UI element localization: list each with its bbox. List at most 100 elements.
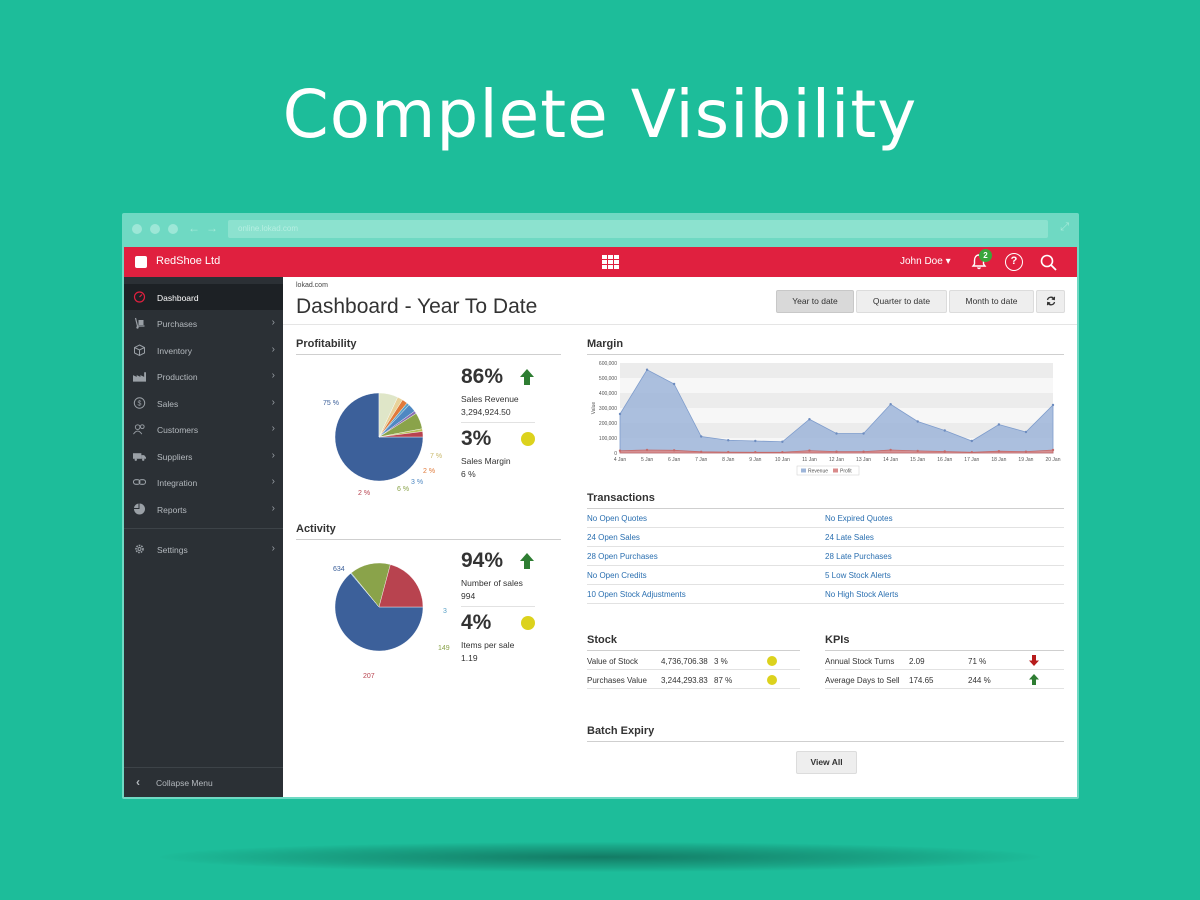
transaction-link[interactable]: 28 Open Purchases — [587, 552, 658, 561]
data-point[interactable] — [970, 439, 974, 443]
y-tick-label: 300,000 — [599, 406, 617, 412]
transaction-link[interactable]: No Open Quotes — [587, 514, 648, 523]
chevron-right-icon: › — [271, 503, 275, 514]
sidebar-item-settings[interactable]: Settings › — [124, 536, 283, 562]
transaction-row: 28 Late Purchases — [825, 547, 1064, 566]
x-tick-label: 11 Jan — [802, 457, 817, 463]
data-point[interactable] — [862, 432, 865, 435]
apps-grid-icon[interactable] — [602, 255, 619, 269]
view-all-button[interactable]: View All — [796, 751, 857, 774]
window-maximize-dot[interactable] — [168, 224, 178, 234]
brand-name[interactable]: RedShoe Ltd — [156, 255, 221, 267]
profitability-pie-slice[interactable] — [378, 431, 424, 438]
sidebar-item-reports[interactable]: Reports › — [124, 496, 283, 522]
y-tick-label: 600,000 — [599, 361, 617, 367]
data-point[interactable] — [1051, 403, 1055, 407]
sidebar-item-sales[interactable]: $ Sales › — [124, 390, 283, 416]
y-tick-label: 100,000 — [599, 436, 617, 442]
profitability-pie-chart[interactable]: 75 %7 %2 %3 %6 %2 % — [303, 361, 453, 501]
transaction-link[interactable]: 24 Open Sales — [587, 533, 640, 542]
activity-pie-label: 3 — [443, 608, 447, 615]
month-to-date-button[interactable]: Month to date — [949, 290, 1034, 313]
transaction-link[interactable]: 24 Late Sales — [825, 533, 874, 542]
year-to-date-button[interactable]: Year to date — [776, 290, 854, 313]
data-point[interactable] — [618, 449, 622, 452]
data-point[interactable] — [970, 451, 974, 454]
transaction-link[interactable]: 10 Open Stock Adjustments — [587, 590, 686, 599]
sidebar-divider — [124, 528, 283, 529]
data-point[interactable] — [699, 450, 703, 453]
window-close-dot[interactable] — [132, 224, 142, 234]
forward-arrow-icon[interactable]: → — [206, 221, 218, 235]
data-point[interactable] — [889, 448, 892, 452]
data-point[interactable] — [754, 439, 757, 443]
data-point[interactable] — [727, 439, 730, 442]
margin-title: Margin — [587, 338, 1064, 355]
kpi-value: 174.65 — [909, 676, 934, 685]
status-dot-icon — [521, 616, 535, 630]
activity-pie-slice[interactable] — [334, 573, 424, 652]
refresh-button[interactable] — [1036, 290, 1065, 313]
back-arrow-icon[interactable]: ← — [188, 221, 200, 235]
breadcrumb[interactable]: lokad.com — [296, 282, 328, 289]
data-point[interactable] — [889, 403, 892, 406]
help-icon[interactable]: ? — [1005, 253, 1023, 271]
sidebar-item-dashboard[interactable]: Dashboard — [124, 284, 283, 310]
items-per-sale-label: Items per sale — [461, 640, 515, 650]
profitability-pie-label: 75 % — [323, 400, 339, 407]
data-point[interactable] — [781, 451, 784, 454]
data-point[interactable] — [699, 435, 703, 438]
sidebar-item-inventory[interactable]: Inventory › — [124, 337, 283, 363]
sidebar-item-label: Purchases — [157, 319, 198, 329]
data-point[interactable] — [1024, 430, 1028, 434]
data-point[interactable] — [808, 449, 811, 452]
window-minimize-dot[interactable] — [150, 224, 160, 234]
data-point[interactable] — [1024, 450, 1028, 453]
chart-grid-band — [620, 363, 1053, 378]
data-point[interactable] — [645, 368, 649, 371]
kpi-value: 2.09 — [909, 657, 925, 666]
transaction-link[interactable]: No High Stock Alerts — [825, 590, 899, 599]
transaction-link[interactable]: No Expired Quotes — [825, 514, 893, 523]
data-point[interactable] — [916, 420, 919, 423]
series-area-revenue[interactable] — [619, 369, 1054, 454]
data-point[interactable] — [862, 450, 865, 453]
expand-icon[interactable]: ⤢ — [1060, 221, 1069, 233]
data-point[interactable] — [943, 450, 946, 453]
x-tick-label: 19 Jan — [1018, 457, 1033, 463]
sidebar-item-suppliers[interactable]: Suppliers › — [124, 443, 283, 469]
data-point[interactable] — [943, 429, 946, 432]
data-point[interactable] — [835, 432, 838, 435]
sidebar-item-production[interactable]: Production › — [124, 363, 283, 389]
data-point[interactable] — [997, 423, 1001, 426]
data-point[interactable] — [727, 450, 730, 454]
margin-area-chart[interactable]: 600,000 500,000 400,000 300,000 200,000 100,0… — [587, 357, 1064, 482]
sidebar-item-customers[interactable]: Customers › — [124, 416, 283, 442]
data-point[interactable] — [672, 449, 676, 452]
collapse-menu-button[interactable]: ‹ Collapse Menu — [124, 767, 283, 797]
transaction-link[interactable]: 5 Low Stock Alerts — [825, 571, 891, 580]
url-bar[interactable]: online.lokad.com — [228, 220, 1048, 238]
sidebar-item-integration[interactable]: Integration › — [124, 469, 283, 495]
user-menu[interactable]: John Doe ▾ — [900, 256, 951, 267]
data-point[interactable] — [835, 450, 838, 453]
items-per-sale-value: 1.19 — [461, 653, 478, 663]
sidebar-item-purchases[interactable]: Purchases › — [124, 310, 283, 336]
data-point[interactable] — [645, 448, 649, 452]
data-point[interactable] — [997, 450, 1001, 453]
transaction-link[interactable]: 28 Late Purchases — [825, 552, 892, 561]
data-point[interactable] — [808, 418, 811, 421]
data-point[interactable] — [672, 382, 676, 386]
data-point[interactable] — [781, 440, 784, 443]
kpi-label: Annual Stock Turns — [825, 657, 895, 666]
data-point[interactable] — [618, 412, 622, 416]
quarter-to-date-button[interactable]: Quarter to date — [856, 290, 947, 313]
data-point[interactable] — [1051, 448, 1055, 452]
data-point[interactable] — [916, 449, 919, 453]
activity-pie-slice[interactable] — [378, 564, 424, 608]
data-point[interactable] — [754, 451, 757, 454]
profitability-pie-slice[interactable] — [334, 392, 424, 482]
transaction-link[interactable]: No Open Credits — [587, 571, 647, 580]
activity-pie-chart[interactable]: 634 3 149 207 — [303, 547, 453, 687]
search-icon[interactable] — [1039, 253, 1059, 273]
